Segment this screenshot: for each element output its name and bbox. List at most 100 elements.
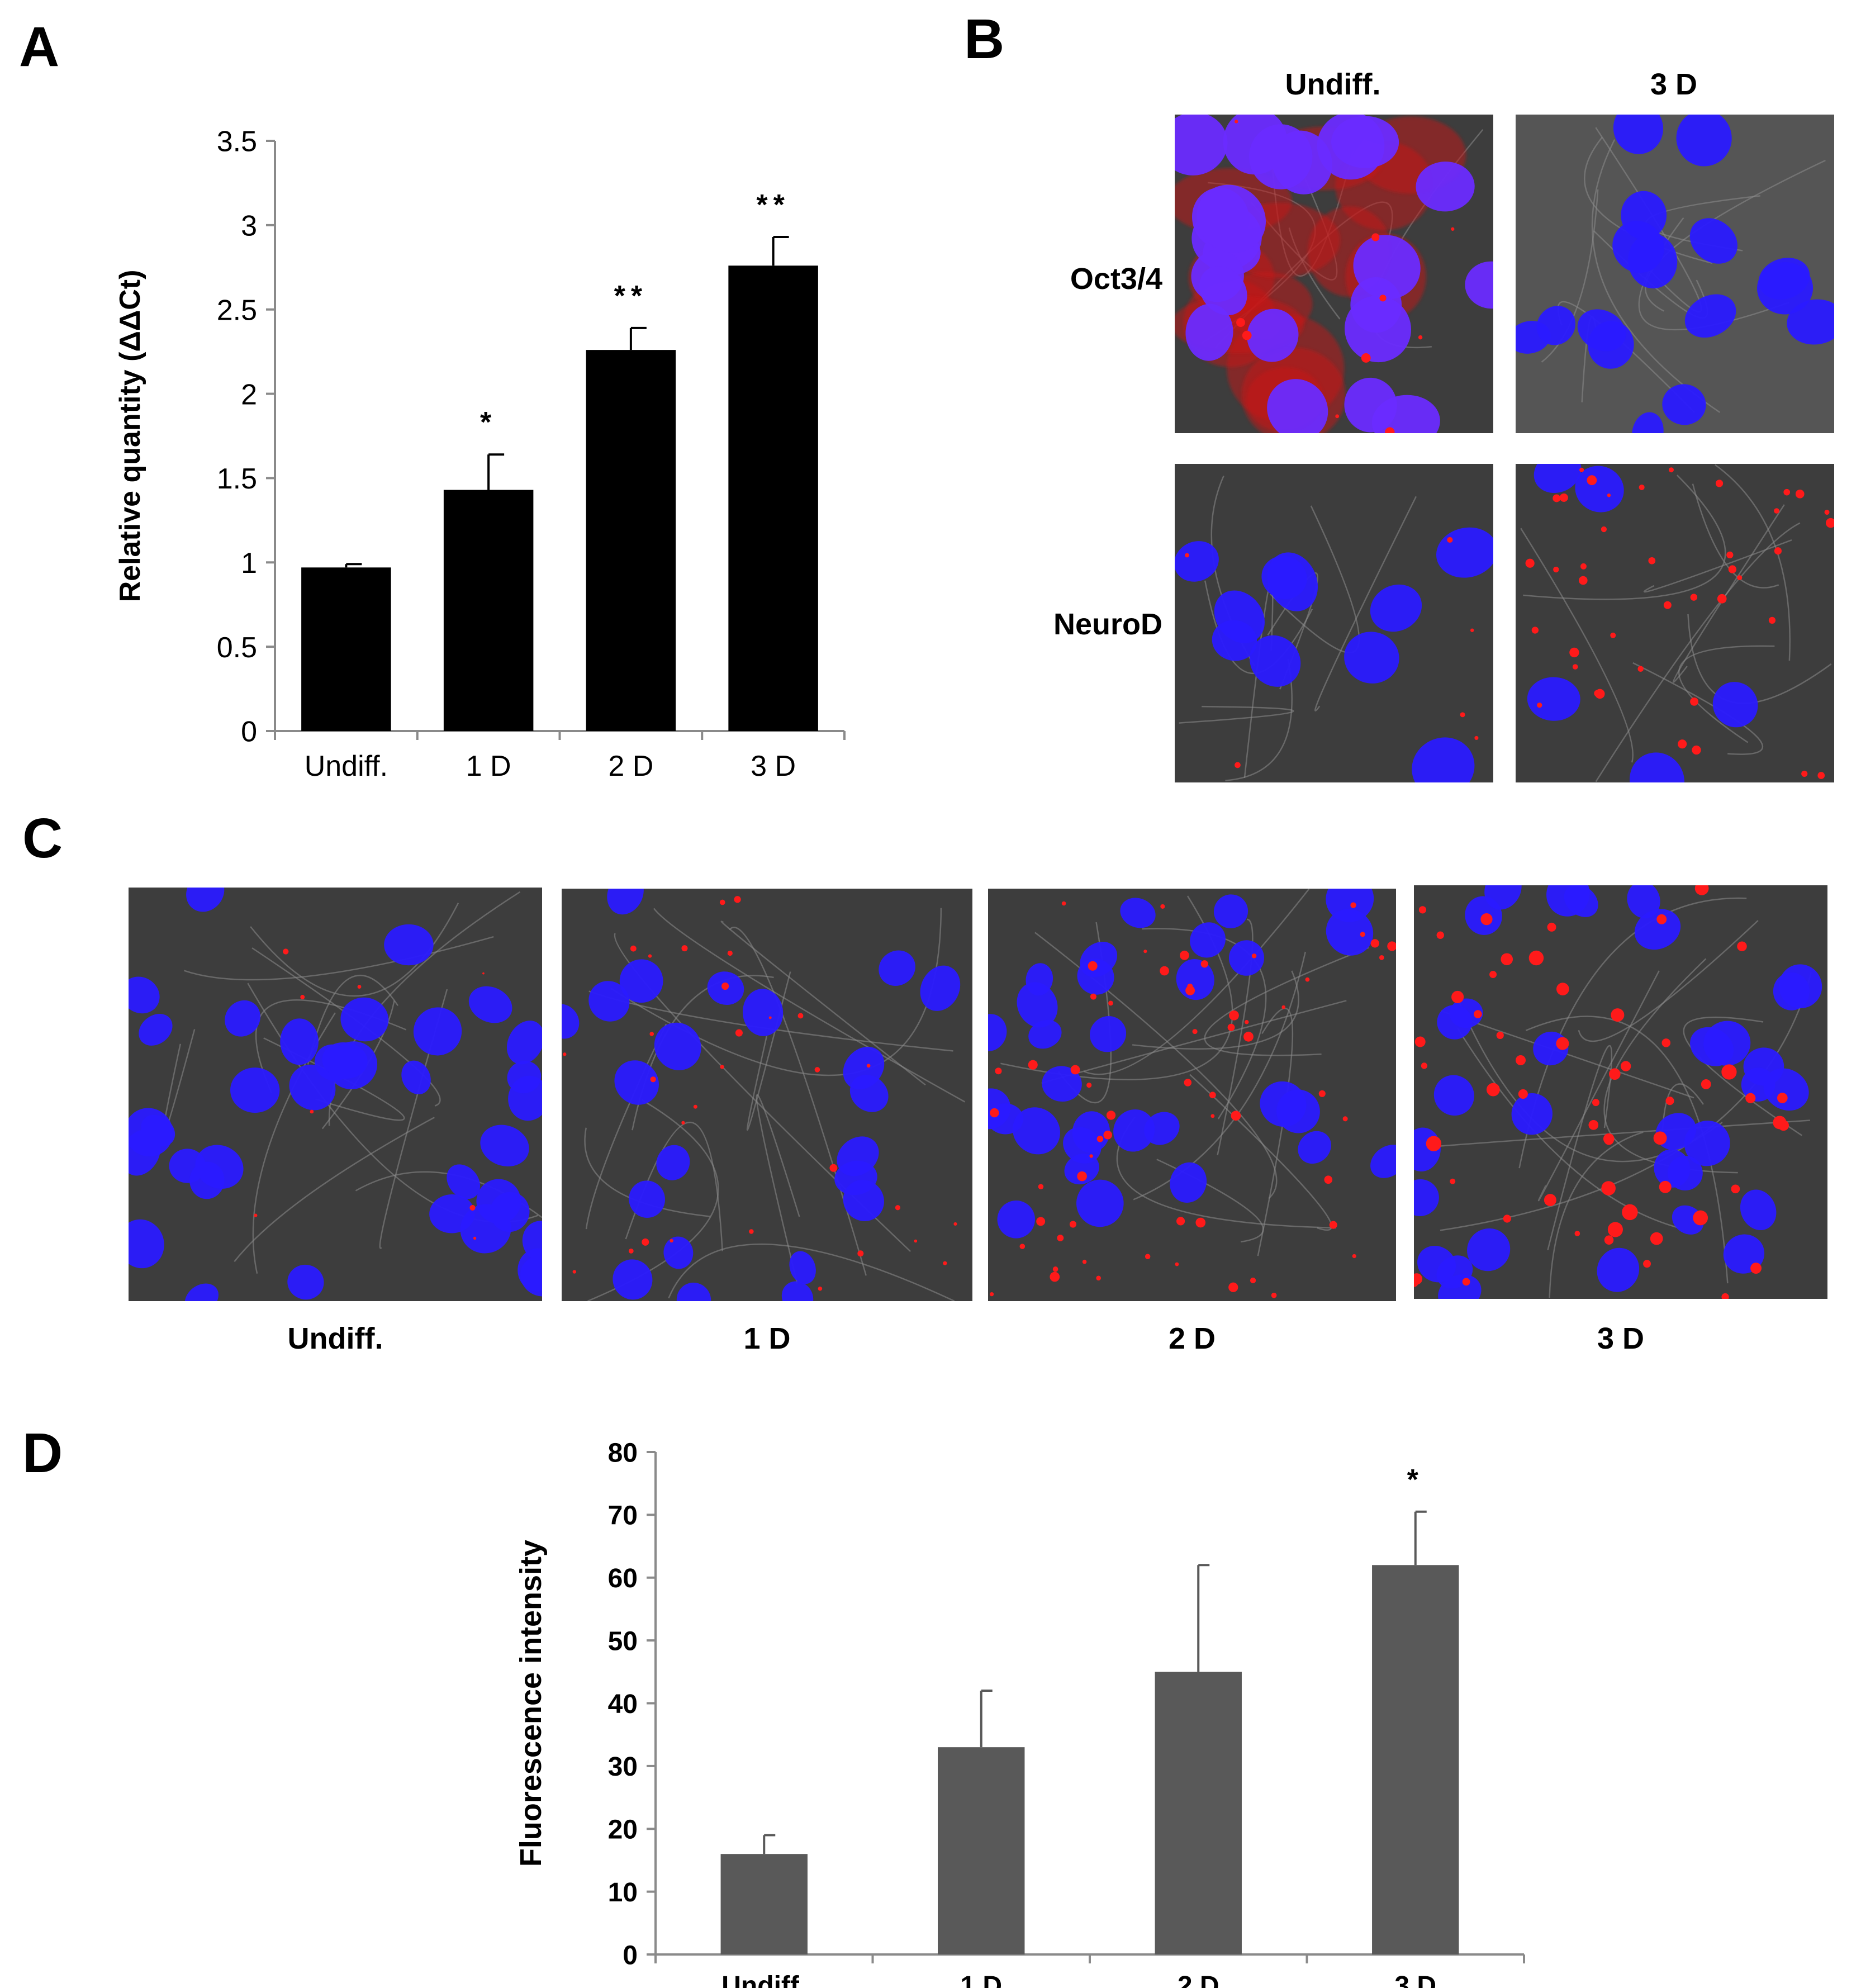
micrograph-image <box>1516 115 1834 433</box>
marker-puncta <box>670 1239 673 1243</box>
panel-b-col-label-3d: 3 D <box>1650 68 1698 101</box>
y-tick-label: 0.5 <box>217 632 257 664</box>
micrograph-c-1d <box>562 889 972 1301</box>
marker-puncta <box>990 1108 999 1118</box>
nucleus <box>384 924 434 966</box>
panel-letter-a: A <box>19 16 60 78</box>
marker-puncta <box>473 1236 477 1240</box>
marker-puncta <box>1778 1119 1789 1131</box>
nucleus <box>468 986 512 1023</box>
marker-puncta <box>1229 1010 1239 1021</box>
marker-puncta <box>818 1286 823 1291</box>
cell-process <box>1672 504 1785 683</box>
marker-puncta <box>1578 576 1588 585</box>
marker-puncta <box>1587 475 1597 486</box>
marker-puncta <box>1717 594 1727 604</box>
significance-marker: ** <box>756 189 790 221</box>
micrograph-c-undiff <box>129 888 542 1301</box>
panel-c-label-1d: 1 D <box>743 1322 791 1355</box>
micrograph-image <box>1175 464 1493 782</box>
marker-puncta <box>1637 666 1644 672</box>
nucleus <box>1026 963 1053 996</box>
nucleus <box>129 1219 164 1269</box>
marker-puncta <box>693 1104 697 1109</box>
marker-puncta <box>1244 1019 1249 1024</box>
nucleus <box>588 981 630 1022</box>
nucleus <box>447 1164 481 1199</box>
nucleus <box>413 1007 462 1056</box>
nucleus <box>1741 1067 1775 1102</box>
nucleus <box>1185 303 1233 361</box>
marker-puncta <box>1693 1210 1708 1226</box>
marker-puncta <box>628 1248 634 1254</box>
marker-puncta <box>681 945 688 952</box>
marker-puncta <box>1370 939 1379 948</box>
marker-puncta <box>1052 1266 1058 1272</box>
micrograph-neurod-undiff <box>1175 464 1493 782</box>
marker-puncta <box>1777 1093 1788 1103</box>
marker-puncta <box>1594 689 1605 699</box>
marker-puncta <box>1243 1031 1254 1042</box>
cell-process <box>1132 970 1299 1050</box>
marker-puncta <box>1070 1065 1080 1075</box>
marker-puncta <box>1305 977 1310 982</box>
nucleus <box>1511 1093 1553 1135</box>
bar <box>938 1747 1025 1954</box>
nucleus <box>1667 1155 1703 1191</box>
x-tick-label: 2 D <box>608 750 653 782</box>
marker-puncta <box>1474 1010 1482 1018</box>
marker-puncta <box>1817 772 1825 779</box>
marker-puncta <box>1489 971 1497 979</box>
nucleus <box>1190 922 1226 958</box>
marker-puncta <box>1559 493 1568 502</box>
nucleus <box>1433 1075 1474 1116</box>
panel-b-col-label-undiff: Undiff. <box>1285 68 1381 101</box>
marker-puncta <box>310 1109 314 1114</box>
marker-puncta <box>1610 632 1616 638</box>
marker-puncta <box>1200 960 1208 968</box>
marker-puncta <box>1451 990 1464 1003</box>
nucleus <box>1676 115 1732 167</box>
cell-process <box>307 974 399 1065</box>
nucleus <box>1527 677 1580 721</box>
marker-puncta <box>1209 1092 1216 1099</box>
nucleus <box>1416 162 1475 212</box>
marker-puncta <box>648 954 652 958</box>
nucleus <box>1113 1109 1155 1152</box>
marker-puncta <box>1175 1262 1179 1266</box>
marker-puncta <box>1145 1254 1151 1259</box>
nucleus <box>654 1022 701 1070</box>
marker-puncta <box>1678 739 1687 749</box>
marker-puncta <box>1528 950 1544 966</box>
marker-puncta <box>1195 1217 1206 1228</box>
marker-puncta <box>1227 1023 1235 1031</box>
micrograph-image <box>562 889 972 1301</box>
marker-puncta <box>1648 557 1656 564</box>
cell-process <box>1549 1131 1644 1298</box>
marker-puncta <box>895 1205 901 1211</box>
y-tick-label: 20 <box>608 1815 638 1845</box>
cell-process <box>1715 464 1791 661</box>
nucleus <box>1064 1154 1099 1185</box>
marker-puncta <box>1436 931 1444 939</box>
marker-puncta <box>1342 1116 1348 1122</box>
marker-puncta <box>1650 1232 1663 1245</box>
marker-puncta <box>1318 1090 1326 1097</box>
marker-puncta <box>1701 1079 1711 1089</box>
marker-puncta <box>989 1292 994 1297</box>
marker-puncta <box>1096 1136 1104 1142</box>
marker-puncta <box>1184 1079 1192 1086</box>
marker-puncta <box>1371 233 1380 241</box>
y-tick-label: 1.5 <box>217 463 257 495</box>
marker-puncta <box>1774 547 1782 555</box>
marker-puncta <box>749 1229 754 1234</box>
marker-puncta <box>1801 770 1808 777</box>
marker-puncta <box>953 1222 957 1226</box>
marker-puncta <box>1601 1181 1616 1195</box>
nucleus <box>656 1145 690 1180</box>
marker-puncta <box>1525 558 1535 568</box>
nucleus <box>1612 221 1664 273</box>
marker-puncta <box>1057 1235 1064 1241</box>
nucleus <box>129 1108 173 1157</box>
nucleus <box>614 1060 659 1105</box>
